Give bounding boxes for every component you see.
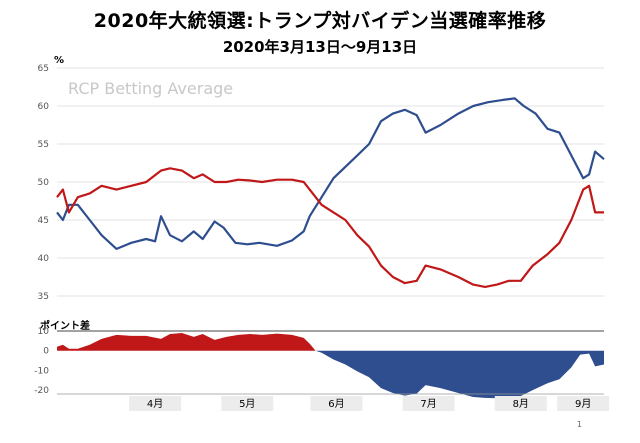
difference-positive-area bbox=[57, 333, 604, 351]
difference-chart-area bbox=[57, 330, 604, 399]
source-watermark: RCP Betting Average bbox=[68, 79, 234, 98]
series-line-1 bbox=[56, 97, 605, 250]
main-y-tick-label: 45 bbox=[38, 216, 49, 226]
y-axis-unit-label: % bbox=[54, 55, 65, 66]
month-tab bbox=[310, 396, 363, 411]
month-label: 5月 bbox=[239, 398, 255, 410]
series-line-2 bbox=[56, 167, 604, 288]
difference-chart-y-ticks: 10 0 -10 -20 bbox=[34, 327, 49, 396]
point-difference-title: ポイント差 bbox=[40, 321, 90, 332]
chart-subtitle: 2020年3月13日～9月13日 bbox=[222, 38, 418, 56]
main-y-tick-label: 35 bbox=[38, 292, 49, 302]
difference-y-tick-label: -10 bbox=[34, 366, 49, 376]
main-y-tick-label: 50 bbox=[38, 178, 50, 188]
main-y-tick-label: 65 bbox=[38, 64, 49, 74]
main-chart-gridlines bbox=[57, 67, 604, 297]
month-label: 4月 bbox=[147, 398, 163, 410]
month-tab bbox=[129, 396, 182, 411]
month-label: 9月 bbox=[575, 398, 591, 410]
chart-title: 2020年大統領選:トランプ対バイデン当選確率推移 bbox=[93, 10, 547, 32]
month-label: 6月 bbox=[328, 398, 344, 410]
difference-y-tick-label: 0 bbox=[43, 347, 49, 357]
month-tab bbox=[494, 396, 547, 411]
month-tab bbox=[402, 396, 455, 411]
main-y-tick-label: 55 bbox=[38, 140, 49, 150]
page-number: 1 bbox=[576, 420, 582, 429]
month-axis: 4月 5月 6月 7月 8月 9月 bbox=[57, 393, 610, 411]
month-label: 8月 bbox=[513, 398, 529, 410]
main-chart-y-ticks: 35 40 45 50 55 60 65 bbox=[38, 64, 50, 302]
difference-y-tick-label: 10 bbox=[38, 327, 50, 337]
month-tab bbox=[221, 396, 274, 411]
month-tab bbox=[557, 396, 610, 411]
main-chart-series bbox=[56, 97, 605, 288]
main-y-tick-label: 60 bbox=[38, 102, 50, 112]
difference-negative-area bbox=[57, 350, 604, 399]
difference-y-tick-label: -20 bbox=[34, 386, 49, 396]
main-y-tick-label: 40 bbox=[38, 254, 50, 264]
month-label: 7月 bbox=[420, 398, 436, 410]
